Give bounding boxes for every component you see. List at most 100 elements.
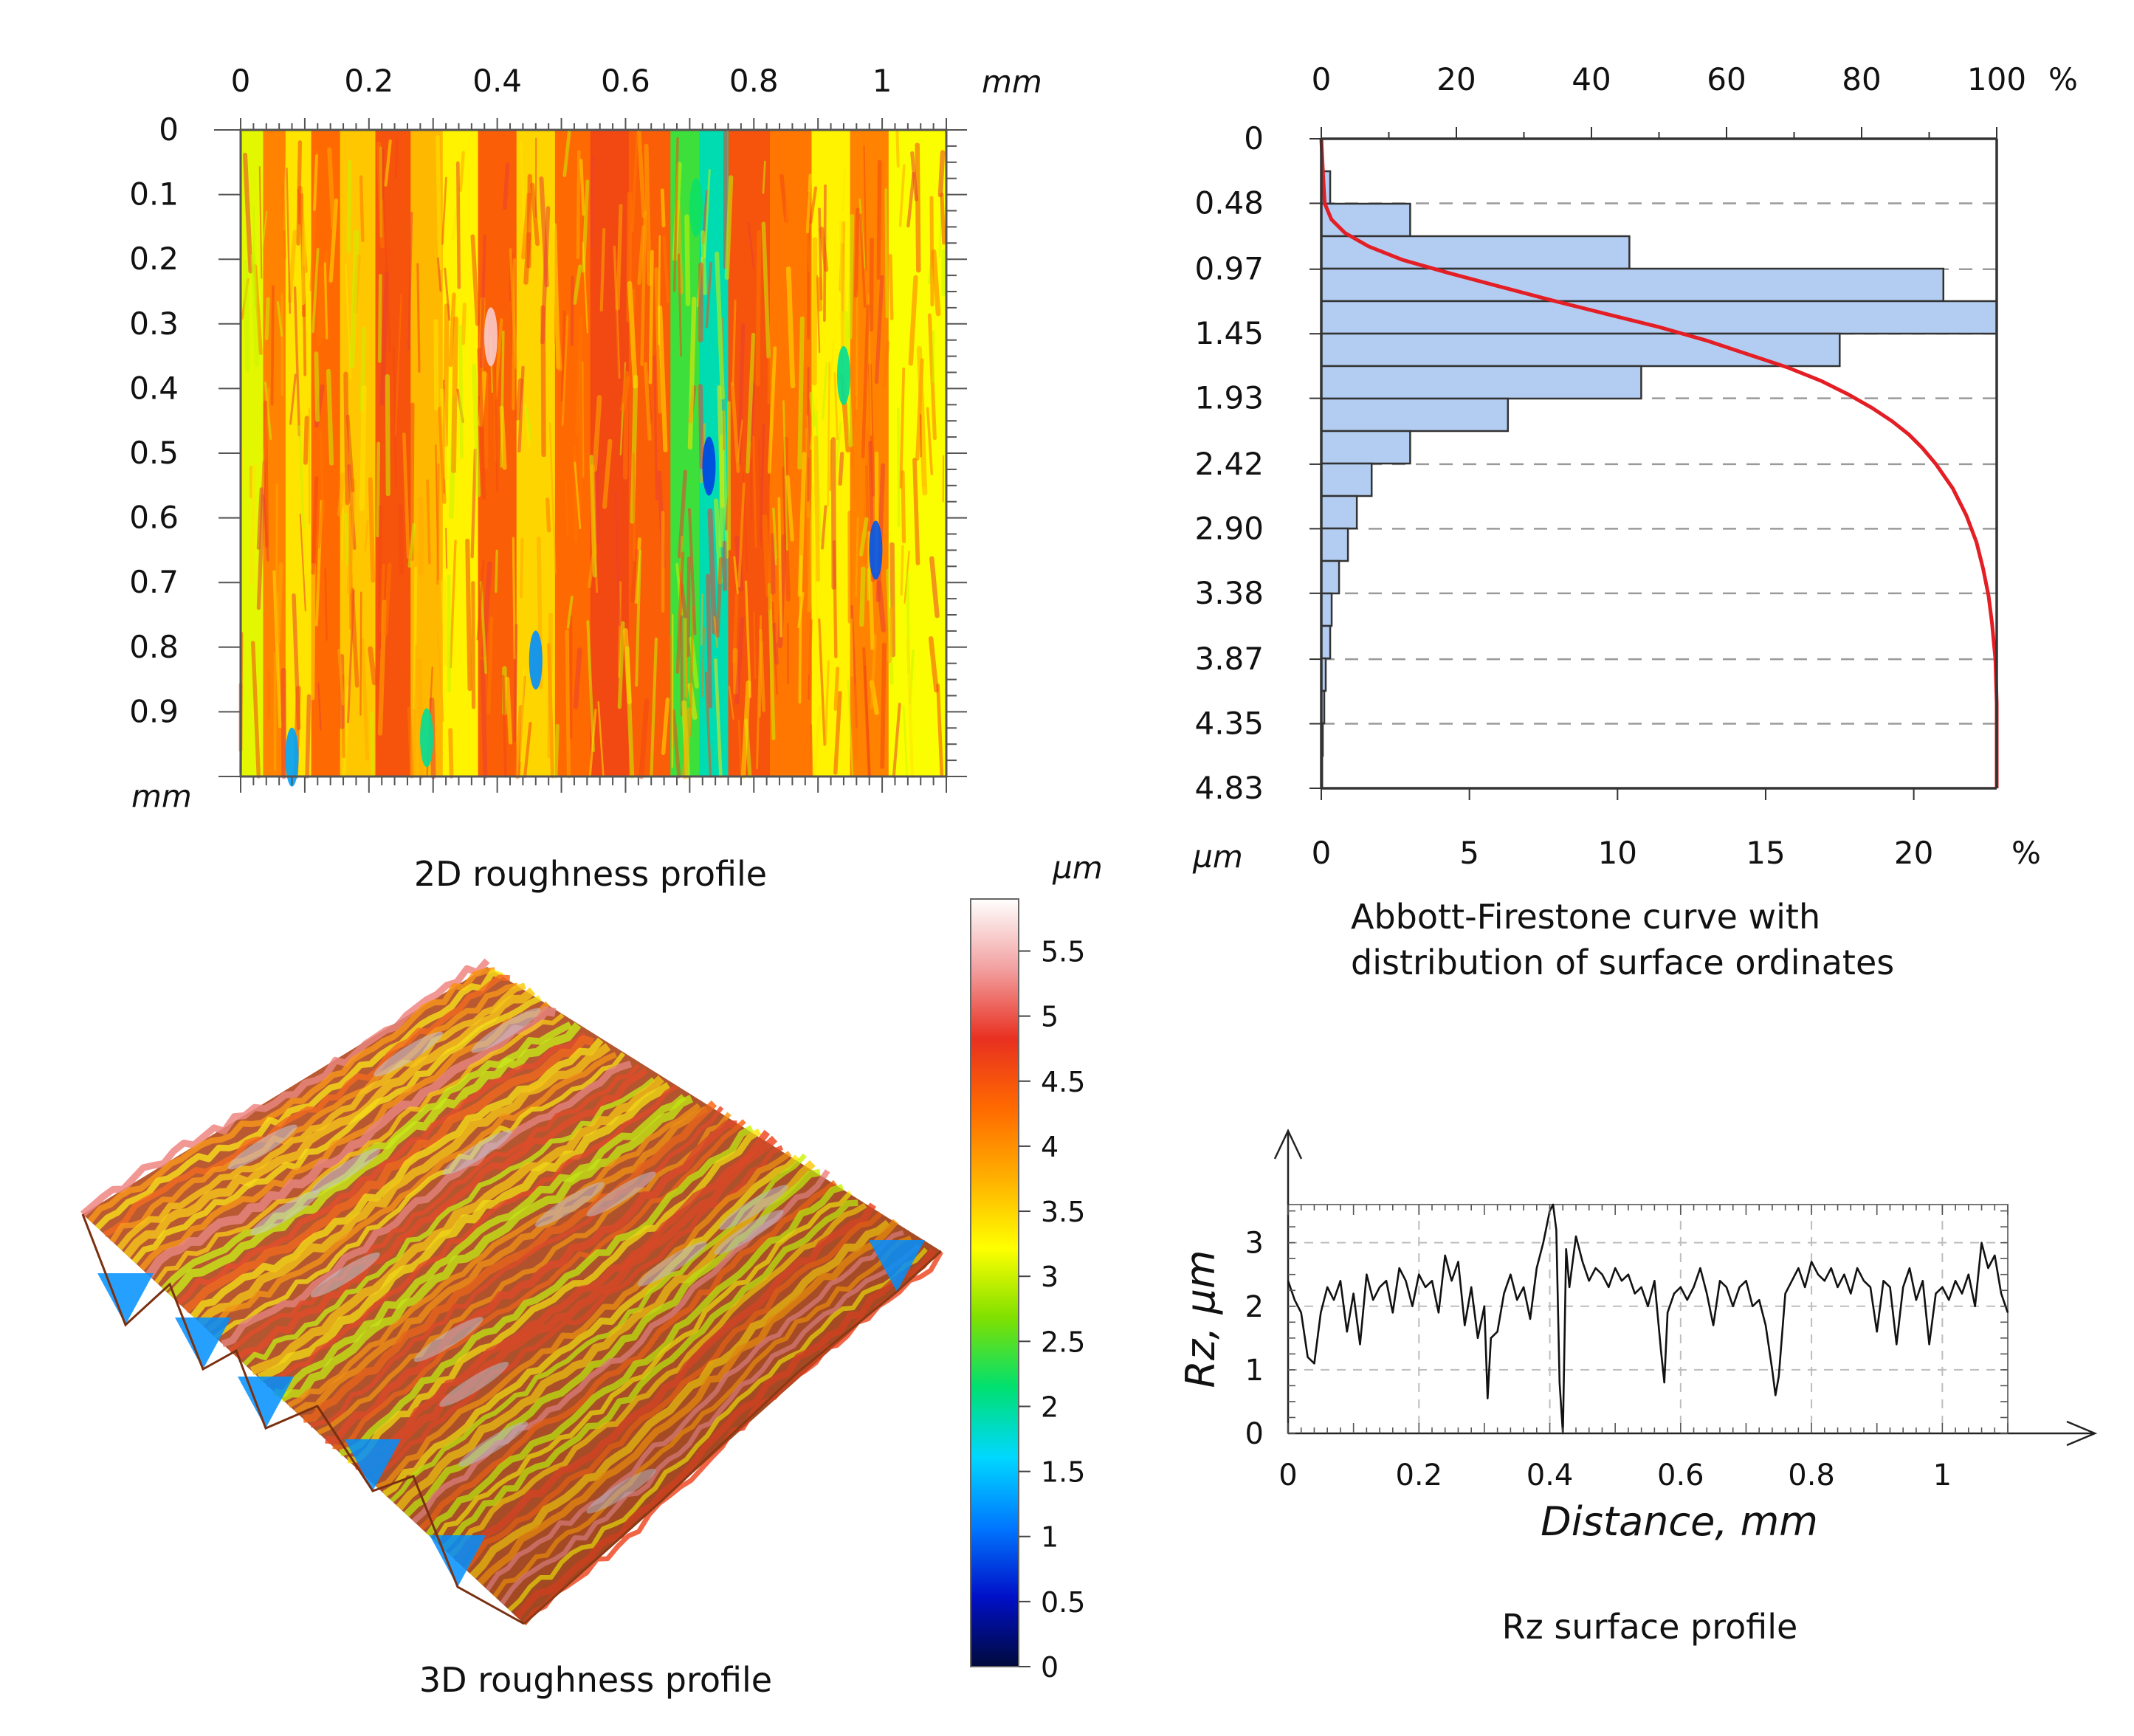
surface-shading (83, 967, 941, 1624)
heatmap-streak (931, 249, 941, 317)
heatmap-streak (874, 275, 884, 385)
rz-x-tick-label: 1 (1933, 1458, 1952, 1492)
x-tick-label: 0.4 (472, 63, 522, 99)
heatmap-streak (539, 176, 549, 288)
heatmap-streak (394, 293, 402, 436)
heatmap-streak (833, 666, 840, 711)
heatmap-streak (899, 367, 906, 489)
heatmap-streak (346, 159, 352, 253)
heatmap-streak (599, 228, 606, 312)
heatmap-streak (644, 143, 652, 286)
x-tick-label: 0.2 (344, 63, 393, 99)
heatmap-pit (420, 708, 434, 768)
heatmap-streak (732, 299, 737, 387)
heatmap-streak (289, 373, 297, 425)
heatmap-streak (264, 297, 270, 340)
heatmap-streak (636, 129, 647, 218)
abbott-left-tick-label: 0.48 (1194, 185, 1264, 221)
heatmap-streak (439, 388, 449, 480)
heatmap-streak (324, 568, 328, 641)
y-tick-label: 0.5 (129, 435, 179, 471)
heatmap-streak (761, 221, 771, 359)
surface-right-outline (523, 1250, 943, 1625)
colorbar-scale (970, 898, 1019, 1667)
heatmap-streak (570, 275, 574, 346)
heatmap-streak (407, 211, 413, 351)
depth-axis-unit: µm (1192, 838, 1243, 875)
heatmap-streak (501, 675, 507, 778)
heatmap-streak (512, 258, 516, 410)
heatmap-streak (701, 230, 707, 295)
abbott-left-tick-label: 3.87 (1194, 641, 1264, 677)
heatmap-streak (494, 318, 503, 400)
rz-y-tick-label: 0 (1245, 1417, 1264, 1451)
abbott-bar (1320, 397, 1510, 433)
colorbar-tick-label: 4 (1041, 1131, 1059, 1163)
colorbar-tick-label: 0 (1041, 1651, 1059, 1684)
heatmap-streak (592, 395, 602, 472)
heatmap-streak (853, 449, 856, 500)
heatmap-streak (620, 376, 631, 412)
heatmap-streak (782, 400, 788, 551)
abbott-bar (1320, 527, 1349, 562)
colorbar-tick-label: 4.5 (1041, 1066, 1085, 1098)
heatmap-streak (623, 627, 632, 705)
heatmap-streak (525, 407, 533, 441)
heatmap-streak (442, 303, 450, 447)
heatmap-streak (582, 242, 589, 334)
heatmap-streak (734, 616, 745, 705)
abbott-top-tick-label: 60 (1707, 61, 1746, 97)
colorbar-tick-label: 1.5 (1041, 1456, 1085, 1489)
heatmap-streak (276, 301, 283, 337)
heatmap-streak (554, 723, 560, 779)
heatmap-streak (256, 487, 264, 550)
heatmap-streak (687, 296, 697, 450)
heatmap-streak (861, 304, 870, 459)
heatmap-streak (852, 684, 859, 760)
heatmap-streak (880, 642, 887, 769)
heatmap-streak (360, 638, 370, 761)
heatmap-streak (456, 161, 461, 289)
heatmap-streak (892, 703, 901, 778)
heatmap-streak (590, 464, 597, 557)
heatmap-streak (476, 559, 485, 641)
heatmap-streak (281, 184, 286, 260)
heatmap-streak (576, 150, 581, 260)
heatmap-streak (384, 140, 392, 187)
heatmap-streak (816, 277, 823, 311)
heatmap-streak (906, 638, 914, 779)
heatmap-streak (682, 707, 692, 779)
y-tick-label: 0.2 (129, 241, 179, 277)
heatmap-streak (416, 263, 421, 373)
heatmap-streak (829, 342, 835, 388)
rz-y-arrow-head (1273, 1129, 1303, 1160)
heatmap-streak (383, 562, 392, 636)
heatmap-streak (317, 266, 324, 347)
heatmap-streak (753, 611, 757, 680)
heatmap-streak (630, 548, 639, 602)
heatmap-streak (746, 332, 756, 474)
heatmap-streak (752, 435, 757, 548)
heatmap-streak (368, 477, 376, 583)
abbott-left-tick-label: 4.35 (1194, 706, 1264, 742)
heatmap-streak (824, 660, 830, 745)
heatmap-streak (286, 168, 292, 314)
abbott-bar (1320, 624, 1332, 660)
heatmap-streak (530, 182, 540, 247)
heatmap-streak (888, 254, 894, 320)
heatmap-streak (829, 439, 833, 492)
heatmap-streak (785, 266, 796, 389)
rz-x-axis-label: Distance, mm (1541, 1498, 1818, 1545)
colorbar-tick-label: 0.5 (1041, 1586, 1085, 1619)
colorbar-tick-label: 2 (1041, 1391, 1059, 1423)
surface-valley (97, 1273, 154, 1325)
heatmap-streak (486, 616, 494, 714)
heatmap-streak (272, 570, 282, 728)
heatmap-streak (833, 691, 842, 775)
heatmap-streak (805, 173, 812, 234)
heatmap-streak (359, 385, 367, 512)
heatmap-streak (327, 147, 336, 230)
heatmap-streak (323, 262, 328, 340)
heatmap-streak (733, 556, 739, 594)
abbott-left-tick-label: 1.45 (1194, 315, 1264, 351)
